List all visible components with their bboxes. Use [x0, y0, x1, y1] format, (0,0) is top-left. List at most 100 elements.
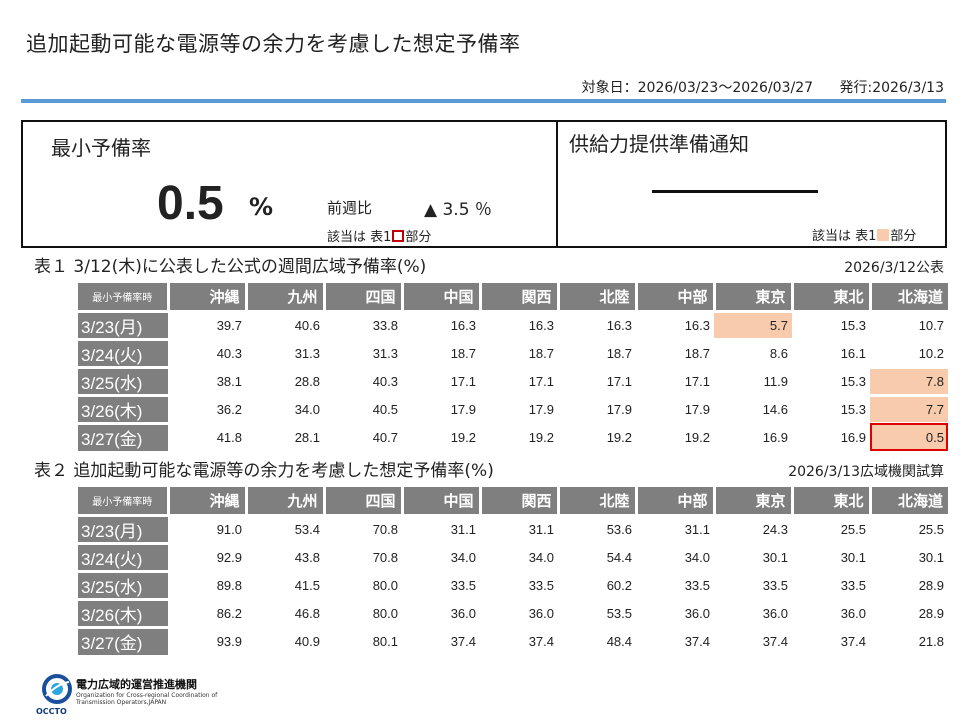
area-header: 関西	[478, 283, 558, 311]
table1-date-note: 2026/3/12公表	[844, 260, 944, 276]
week-over-week-value: ▲ 3.5 ％	[424, 200, 492, 220]
reserve-value-cell: 36.2	[168, 393, 246, 423]
reserve-value-cell: 19.2	[480, 421, 558, 451]
reserve-value-cell: 15.3	[792, 393, 870, 423]
estimated-reserve-table: 最小予備率時 沖縄 九州 四国 中国 関西 北陸 中部 東京 東北 北海道 3/23(月) 91.0 53…	[78, 487, 948, 655]
reserve-value-cell: 17.1	[636, 365, 714, 395]
logo-name-en: Organization for Cross-regional Coordina…	[76, 692, 218, 706]
table-row: 3/26(木) 36.2 34.0 40.5 17.9 17.9 17.9 17.9 14.6 1…	[78, 393, 948, 423]
reserve-value-cell: 16.3	[636, 309, 714, 339]
reserve-value-cell: 14.6	[714, 393, 792, 423]
reserve-value-cell: 33.5	[480, 569, 558, 599]
reserve-value-cell: 91.0	[168, 513, 246, 543]
reserve-value-cell: 19.2	[636, 421, 714, 451]
area-header: 北陸	[556, 487, 636, 515]
row-date: 3/23(月)	[78, 309, 168, 339]
reserve-value-cell: 18.7	[636, 337, 714, 367]
table-row: 3/24(火) 40.3 31.3 31.3 18.7 18.7 18.7 18.7 8.6 16…	[78, 337, 948, 367]
reserve-value-cell: 8.6	[714, 337, 792, 367]
note-prefix: 該当は 表1	[327, 230, 392, 245]
reserve-value-cell: 70.8	[324, 541, 402, 571]
reserve-value-cell: 40.7	[324, 421, 402, 451]
reserve-value-cell: 34.0	[636, 541, 714, 571]
table2-date-note: 2026/3/13広域機関試算	[788, 464, 944, 480]
reserve-value-cell: 60.2	[558, 569, 636, 599]
reserve-value-cell: 7.8	[870, 365, 948, 395]
reserve-value-cell: 17.9	[480, 393, 558, 423]
reserve-value-cell: 33.5	[402, 569, 480, 599]
table2-caption: 表２ 追加起動可能な電源等の余力を考慮した想定予備率(%)	[34, 461, 494, 481]
min-reserve-panel: 最小予備率 0.5 % 前週比 ▲ 3.5 ％ 該当は 表1 部分	[23, 122, 558, 246]
reserve-value-cell: 25.5	[870, 513, 948, 543]
reserve-value-cell: 30.1	[792, 541, 870, 571]
table-row: 3/27(金) 41.8 28.1 40.7 19.2 19.2 19.2 19.2 16.9 1…	[78, 421, 948, 451]
reserve-value-cell: 7.7	[870, 393, 948, 423]
reserve-value-cell: 28.8	[246, 365, 324, 395]
reserve-value-cell: 21.8	[870, 625, 948, 655]
reserve-value-cell: 15.3	[792, 365, 870, 395]
reserve-value-cell: 89.8	[168, 569, 246, 599]
reserve-value-cell: 40.3	[324, 365, 402, 395]
reserve-value-cell: 36.0	[636, 597, 714, 627]
reserve-value-cell: 28.9	[870, 569, 948, 599]
reserve-value-cell: 53.5	[558, 597, 636, 627]
reserve-value-cell: 36.0	[714, 597, 792, 627]
area-header: 北海道	[868, 283, 948, 311]
supply-notice-dash	[652, 190, 818, 193]
reserve-value-cell: 31.3	[246, 337, 324, 367]
area-header: 中部	[634, 487, 714, 515]
reserve-value-cell: 34.0	[246, 393, 324, 423]
table-row: 3/26(木) 86.2 46.8 80.0 36.0 36.0 53.5 36.0 36.0 3…	[78, 597, 948, 627]
row-date: 3/24(火)	[78, 337, 168, 367]
reserve-value-cell: 24.3	[714, 513, 792, 543]
logo-name-ja: 電力広域的運営推進機関	[76, 678, 197, 691]
corner-header: 最小予備率時	[78, 283, 168, 311]
reserve-value-cell: 16.3	[480, 309, 558, 339]
header-row: 最小予備率時 沖縄 九州 四国 中国 関西 北陸 中部 東京 東北 北海道	[78, 487, 948, 515]
reserve-value-cell: 34.0	[480, 541, 558, 571]
reserve-value-cell: 38.1	[168, 365, 246, 395]
area-header: 中国	[400, 487, 480, 515]
reserve-value-cell: 17.9	[558, 393, 636, 423]
reserve-value-cell: 40.6	[246, 309, 324, 339]
reserve-value-cell: 33.5	[792, 569, 870, 599]
min-reserve-value: 0.5	[157, 177, 224, 230]
occto-logo-icon	[42, 674, 72, 704]
area-header: 中国	[400, 283, 480, 311]
reserve-value-cell: 33.8	[324, 309, 402, 339]
meta-line: 対象日：2026/03/23～2026/03/27 発行:2026/3/13	[582, 77, 944, 97]
row-date: 3/24(火)	[78, 541, 168, 571]
note-suffix: 部分	[405, 230, 432, 245]
logo-abbr: OCCTO	[36, 707, 67, 716]
occto-logo: OCCTO 電力広域的運営推進機関 Organization for Cross…	[36, 674, 246, 718]
week-over-week-label: 前週比	[327, 199, 373, 217]
reserve-value-cell: 16.3	[558, 309, 636, 339]
table1-caption: 表１ 3/12(木)に公表した公式の週間広域予備率(%)	[34, 257, 427, 277]
reserve-value-cell: 33.5	[714, 569, 792, 599]
reserve-value-cell: 16.9	[714, 421, 792, 451]
reserve-value-cell: 30.1	[870, 541, 948, 571]
reserve-value-cell: 17.1	[558, 365, 636, 395]
reserve-value-cell: 31.3	[324, 337, 402, 367]
reserve-value-cell: 40.9	[246, 625, 324, 655]
reserve-value-cell: 28.1	[246, 421, 324, 451]
target-period: 対象日：2026/03/23～2026/03/27	[581, 80, 814, 96]
notice-note-prefix: 該当は 表1	[812, 229, 877, 244]
table-row: 3/25(水) 38.1 28.8 40.3 17.1 17.1 17.1 17.1 11.9 1…	[78, 365, 948, 395]
area-header: 東京	[712, 487, 792, 515]
area-header: 九州	[244, 487, 324, 515]
reserve-value-cell: 15.3	[792, 309, 870, 339]
row-date: 3/27(金)	[78, 421, 168, 451]
supply-notice-panel: 供給力提供準備通知 該当は 表1 部分	[560, 122, 945, 246]
reserve-value-cell: 41.5	[246, 569, 324, 599]
reserve-value-cell: 30.1	[714, 541, 792, 571]
issued-date: 発行:2026/3/13	[839, 80, 944, 96]
reserve-value-cell: 53.4	[246, 513, 324, 543]
reserve-value-cell: 16.1	[792, 337, 870, 367]
reserve-value-cell: 43.8	[246, 541, 324, 571]
table-row: 3/25(水) 89.8 41.5 80.0 33.5 33.5 60.2 33.5 33.5 3…	[78, 569, 948, 599]
reserve-value-cell: 16.3	[402, 309, 480, 339]
reserve-value-cell: 17.1	[402, 365, 480, 395]
reserve-value-cell: 33.5	[636, 569, 714, 599]
area-header: 四国	[322, 487, 402, 515]
